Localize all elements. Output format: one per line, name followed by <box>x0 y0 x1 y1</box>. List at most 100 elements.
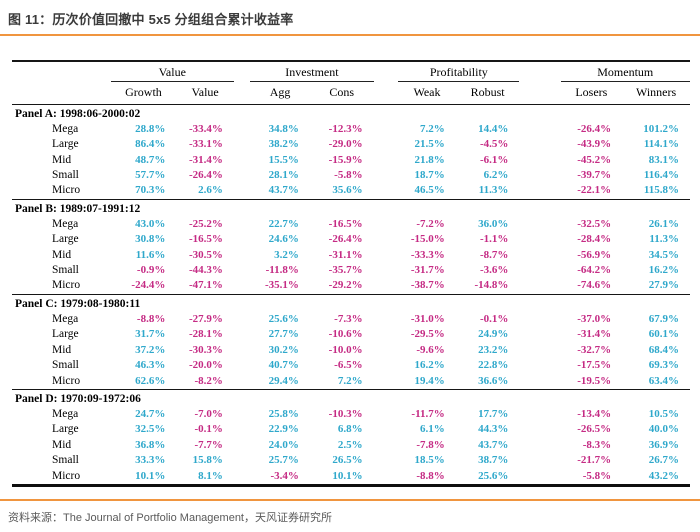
column-gutter <box>519 438 560 453</box>
value-cell: -35.7% <box>328 264 363 277</box>
value-cell: 14.4% <box>478 122 509 135</box>
value-cell: -29.5% <box>410 328 445 341</box>
value-cell: -7.0% <box>194 407 223 420</box>
value-cell: -20.0% <box>188 359 223 372</box>
value-cell: -32.7% <box>577 343 612 356</box>
column-gutter <box>234 407 250 422</box>
value-cell: 68.4% <box>648 343 679 356</box>
data-row: Mega 24.7% -7.0% 25.8% -10.3% -11.7% 17.7% -13.… <box>12 407 690 422</box>
value-cell: -29.2% <box>328 279 363 292</box>
value-cell: -74.6% <box>577 279 612 292</box>
column-header-robust: Robust <box>470 85 505 100</box>
value-cell: 34.5% <box>648 248 679 261</box>
value-cell: -22.1% <box>577 184 612 197</box>
column-gutter <box>519 82 560 104</box>
value-cell: -28.1% <box>188 328 223 341</box>
value-cell: -10.0% <box>328 343 363 356</box>
value-cell: 36.6% <box>478 374 509 387</box>
value-cell: -8.3% <box>582 438 612 451</box>
returns-table: Value Investment Profitability Momentum Gro… <box>12 60 690 487</box>
row-label-header <box>12 82 111 104</box>
value-cell: 2.5% <box>337 438 363 451</box>
column-gutter <box>374 453 399 468</box>
value-cell: -56.9% <box>577 248 612 261</box>
value-cell: 22.7% <box>268 217 299 230</box>
value-cell: -37.0% <box>577 312 612 325</box>
column-gutter <box>374 153 399 168</box>
panel-label: Panel B: 1989:07-1991:12 <box>12 198 690 217</box>
data-row: Small -0.9% -44.3% -11.8% -35.7% -31.7% -3.6% -… <box>12 263 690 278</box>
data-row: Small 46.3% -20.0% 40.7% -6.5% 16.2% 22.8% -17.… <box>12 358 690 373</box>
row-label: Small <box>52 454 79 467</box>
column-gutter <box>519 312 560 327</box>
value-cell: -43.9% <box>577 138 612 151</box>
data-row: Small 33.3% 15.8% 25.7% 26.5% 18.5% 38.7% -21.7… <box>12 453 690 468</box>
value-cell: 21.5% <box>414 138 445 151</box>
data-row: Micro 62.6% -8.2% 29.4% 7.2% 19.4% 36.6% -19.5%… <box>12 374 690 390</box>
column-gutter <box>519 183 560 199</box>
value-cell: -33.3% <box>410 248 445 261</box>
value-cell: -9.6% <box>416 343 445 356</box>
source-note: 资料来源：The Journal of Portfolio Management… <box>8 511 332 524</box>
row-label: Mid <box>52 153 72 166</box>
value-cell: -31.7% <box>410 264 445 277</box>
panel-label: Panel A: 1998:06-2000:02 <box>12 103 690 122</box>
column-gutter <box>374 217 399 232</box>
value-cell: -31.0% <box>410 312 445 325</box>
column-header-cons: Cons <box>329 85 355 100</box>
column-gutter <box>234 61 250 82</box>
column-gutter <box>374 327 399 342</box>
value-cell: 31.7% <box>135 328 166 341</box>
value-cell: -33.1% <box>188 138 223 151</box>
row-label: Large <box>52 138 79 151</box>
data-row: Mega 43.0% -25.2% 22.7% -16.5% -7.2% 36.0% -32.… <box>12 217 690 232</box>
column-gutter <box>519 422 560 437</box>
value-cell: -16.5% <box>188 233 223 246</box>
column-gutter <box>374 248 399 263</box>
column-header-value: Value <box>191 85 219 100</box>
value-cell: 10.1% <box>135 469 166 482</box>
column-gutter <box>234 453 250 468</box>
value-cell: -33.4% <box>188 122 223 135</box>
row-label: Mega <box>52 312 79 325</box>
column-gutter <box>234 312 250 327</box>
column-gutter <box>519 407 560 422</box>
value-cell: 15.8% <box>192 454 223 467</box>
value-cell: -16.5% <box>328 217 363 230</box>
value-cell: -4.5% <box>480 138 509 151</box>
value-cell: 18.5% <box>414 454 445 467</box>
value-cell: 36.8% <box>135 438 166 451</box>
column-gutter <box>374 232 399 247</box>
column-gutter <box>519 327 560 342</box>
column-header-weak: Weak <box>413 85 441 100</box>
value-cell: 30.2% <box>268 343 299 356</box>
column-gutter <box>374 438 399 453</box>
panel-label: Panel D: 1970:09-1972:06 <box>12 388 690 407</box>
value-cell: 24.7% <box>135 407 166 420</box>
column-gutter <box>234 469 250 486</box>
value-cell: 28.1% <box>268 169 299 182</box>
column-gutter <box>374 137 399 152</box>
data-row: Micro 10.1% 8.1% -3.4% 10.1% -8.8% 25.6% -5.8% 4… <box>12 469 690 486</box>
row-label: Large <box>52 423 79 436</box>
row-label: Mid <box>52 248 72 261</box>
value-cell: 8.1% <box>198 469 223 482</box>
value-cell: -27.9% <box>188 312 223 325</box>
value-cell: 28.8% <box>135 122 166 135</box>
data-row: Mid 11.6% -30.5% 3.2% -31.1% -33.3% -8.7% -56.9… <box>12 248 690 263</box>
value-cell: -7.7% <box>194 438 223 451</box>
column-gutter <box>234 422 250 437</box>
value-cell: 25.7% <box>268 454 299 467</box>
value-cell: 86.4% <box>135 138 166 151</box>
value-cell: 36.0% <box>478 217 509 230</box>
value-cell: 30.8% <box>135 233 166 246</box>
panel-label: Panel C: 1979:08-1980:11 <box>12 293 690 312</box>
column-gutter <box>234 217 250 232</box>
value-cell: -6.1% <box>480 153 509 166</box>
column-gutter <box>234 82 250 104</box>
column-gutter <box>374 168 399 183</box>
value-cell: 26.7% <box>648 454 679 467</box>
value-cell: 46.3% <box>135 359 166 372</box>
value-cell: 60.1% <box>648 328 679 341</box>
column-gutter <box>519 469 560 486</box>
